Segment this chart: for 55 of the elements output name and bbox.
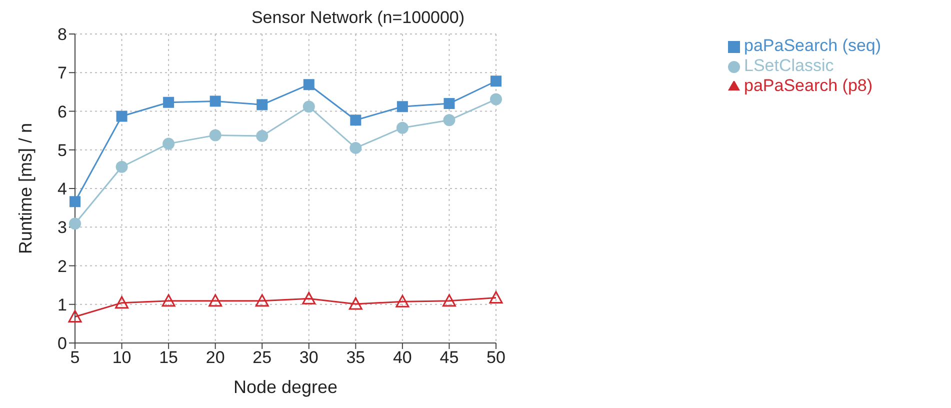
point xyxy=(444,98,455,110)
point xyxy=(116,160,128,173)
y-tick-label: 2 xyxy=(58,256,67,276)
point xyxy=(443,114,456,126)
point xyxy=(116,110,128,122)
point xyxy=(162,138,175,150)
point xyxy=(163,96,174,108)
point xyxy=(115,296,129,309)
y-tick-label: 1 xyxy=(58,295,67,314)
point xyxy=(302,292,316,304)
point xyxy=(302,100,315,113)
x-tick-label: 10 xyxy=(112,348,132,368)
point xyxy=(490,93,502,106)
point xyxy=(350,114,362,126)
x-tick-label: 50 xyxy=(486,348,506,368)
point xyxy=(256,99,268,110)
point xyxy=(350,142,362,154)
point xyxy=(210,96,221,107)
legend-label: paPaSearch (seq) xyxy=(744,36,882,55)
y-tick-label: 7 xyxy=(58,64,67,83)
point xyxy=(162,294,176,307)
chart-title: Sensor Network (n=100000) xyxy=(251,8,465,27)
point xyxy=(209,129,222,142)
x-tick-label: 35 xyxy=(346,348,366,368)
y-tick-label: 0 xyxy=(58,334,67,354)
point xyxy=(348,297,362,310)
x-axis-title: Node degree xyxy=(233,377,338,397)
legend-label: paPaSearch (p8) xyxy=(744,76,873,95)
x-tick-label: 30 xyxy=(299,348,318,368)
point xyxy=(255,294,269,307)
x-tick-label: 40 xyxy=(392,348,412,368)
point xyxy=(396,122,408,134)
point xyxy=(68,310,82,322)
x-tick-label: 25 xyxy=(252,348,272,368)
y-axis-title: Runtime [ms] / n xyxy=(15,122,36,254)
y-tick-label: 5 xyxy=(58,140,67,160)
point xyxy=(69,218,81,230)
point xyxy=(396,101,408,112)
y-tick-label: 4 xyxy=(58,180,67,199)
x-tick-label: 15 xyxy=(159,348,178,368)
point xyxy=(489,291,503,304)
point xyxy=(208,294,222,307)
x-tick-label: 5 xyxy=(70,348,80,368)
x-tick-label: 45 xyxy=(440,348,459,368)
point xyxy=(396,294,410,308)
y-tick-label: 8 xyxy=(58,25,67,44)
x-tick-label: 20 xyxy=(206,348,225,368)
point xyxy=(303,79,314,90)
y-tick-label: 6 xyxy=(58,102,67,122)
point xyxy=(442,294,456,307)
legend-label: LSetClassic xyxy=(744,56,834,75)
point xyxy=(70,196,80,208)
point xyxy=(256,130,268,142)
y-tick-label: 3 xyxy=(58,218,67,238)
point xyxy=(490,76,502,87)
